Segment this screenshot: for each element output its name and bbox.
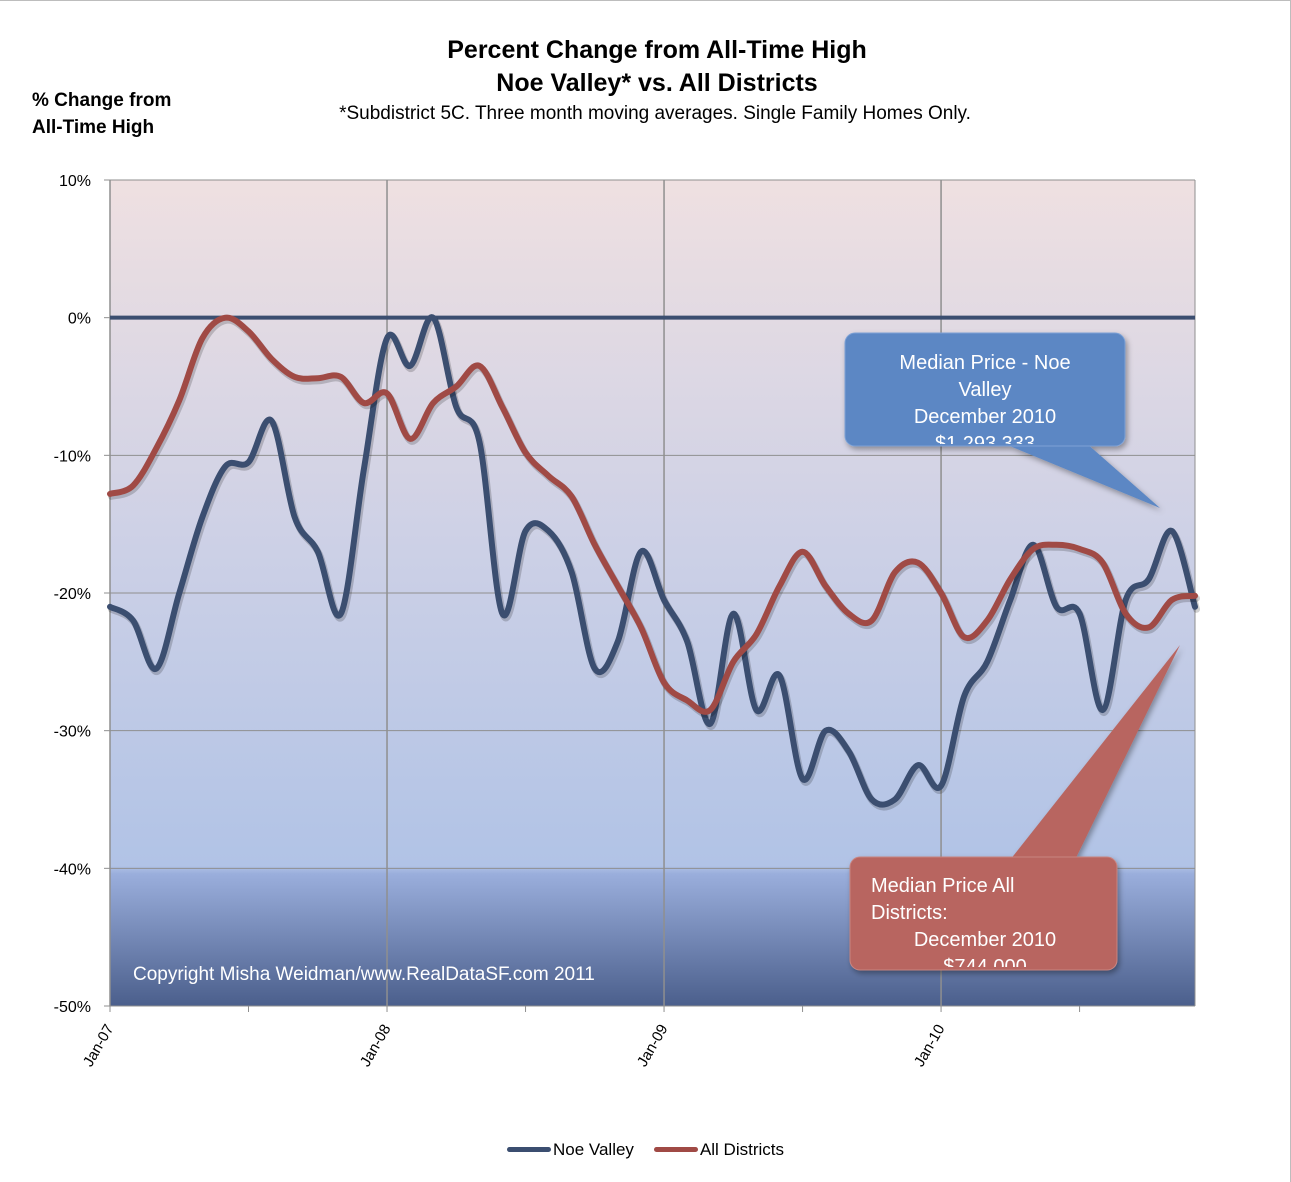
callout-pointer: [1000, 442, 1160, 508]
legend-swatch: [653, 1147, 698, 1152]
y-axis-label-line2: All-Time High: [32, 117, 155, 138]
callouts: Median Price - Noe Valley December 2010 $1,…: [844, 332, 1180, 978]
series-line-all-districts: [107, 314, 1198, 715]
callout-noe-valley-text: Median Price - Noe Valley December 2010 $1,…: [899, 352, 1070, 455]
y-axis-label-line1: % Change from: [32, 90, 172, 111]
y-tick-label: -10%: [54, 448, 91, 465]
copyright-text: Copyright Misha Weidman/www.RealDataSF.c…: [133, 964, 595, 985]
legend-item-noe-valley: Noe Valley: [506, 1139, 634, 1160]
callout-all-districts-line: December 2010: [914, 929, 1056, 951]
chart-title-line2: Noe Valley* vs. All Districts: [496, 69, 818, 97]
y-tick-label: 0%: [68, 311, 91, 328]
callout-box: [844, 332, 1126, 447]
legend-label: Noe Valley: [552, 1139, 634, 1159]
callout-all-districts-text: Median Price All Districts: December 2010 $…: [871, 875, 1056, 978]
callout-all-districts-line: Districts:: [871, 902, 948, 924]
chart-title: Percent Change from All-Time High: [447, 36, 867, 64]
callout-all-districts: [849, 645, 1180, 971]
chart-subtitle: *Subdistrict 5C. Three month moving aver…: [339, 103, 971, 124]
callout-noe-valley-line: $1,293,333: [935, 433, 1035, 455]
legend-swatch: [506, 1147, 551, 1152]
legend-label: All Districts: [699, 1139, 784, 1159]
callout-noe-valley-line: Median Price - Noe: [899, 352, 1070, 374]
legend-item-all-districts: All Districts: [653, 1139, 784, 1160]
x-tick-label: Jan-10: [911, 1022, 949, 1070]
series-lines: [107, 314, 1200, 811]
x-tick-label: Jan-09: [634, 1022, 672, 1070]
x-tick-labels: Jan-07 Jan-08 Jan-09 Jan-10: [80, 1022, 949, 1070]
callout-noe-valley: [844, 332, 1160, 508]
x-tick-label: Jan-07: [80, 1022, 118, 1070]
y-tick-labels: 10% 0% -10% -20% -30% -40% -50%: [54, 173, 91, 1016]
y-tick-label: -30%: [54, 724, 91, 741]
callout-noe-valley-line: Valley: [959, 379, 1012, 401]
series-line-noe-valley: [107, 314, 1198, 808]
legend: Noe Valley All Districts: [0, 1137, 1291, 1160]
y-tick-label: 10%: [59, 173, 91, 190]
y-tick-label: -20%: [54, 586, 91, 603]
y-tick-label: -40%: [54, 861, 91, 878]
callout-all-districts-line: Median Price All: [871, 875, 1014, 897]
callout-noe-valley-line: December 2010: [914, 406, 1056, 428]
callout-all-districts-line: $744,000: [943, 956, 1026, 978]
callout-box: [849, 856, 1118, 971]
x-tick-label: Jan-08: [357, 1022, 395, 1070]
y-tick-label: -50%: [54, 999, 91, 1016]
callout-pointer: [1010, 645, 1180, 860]
